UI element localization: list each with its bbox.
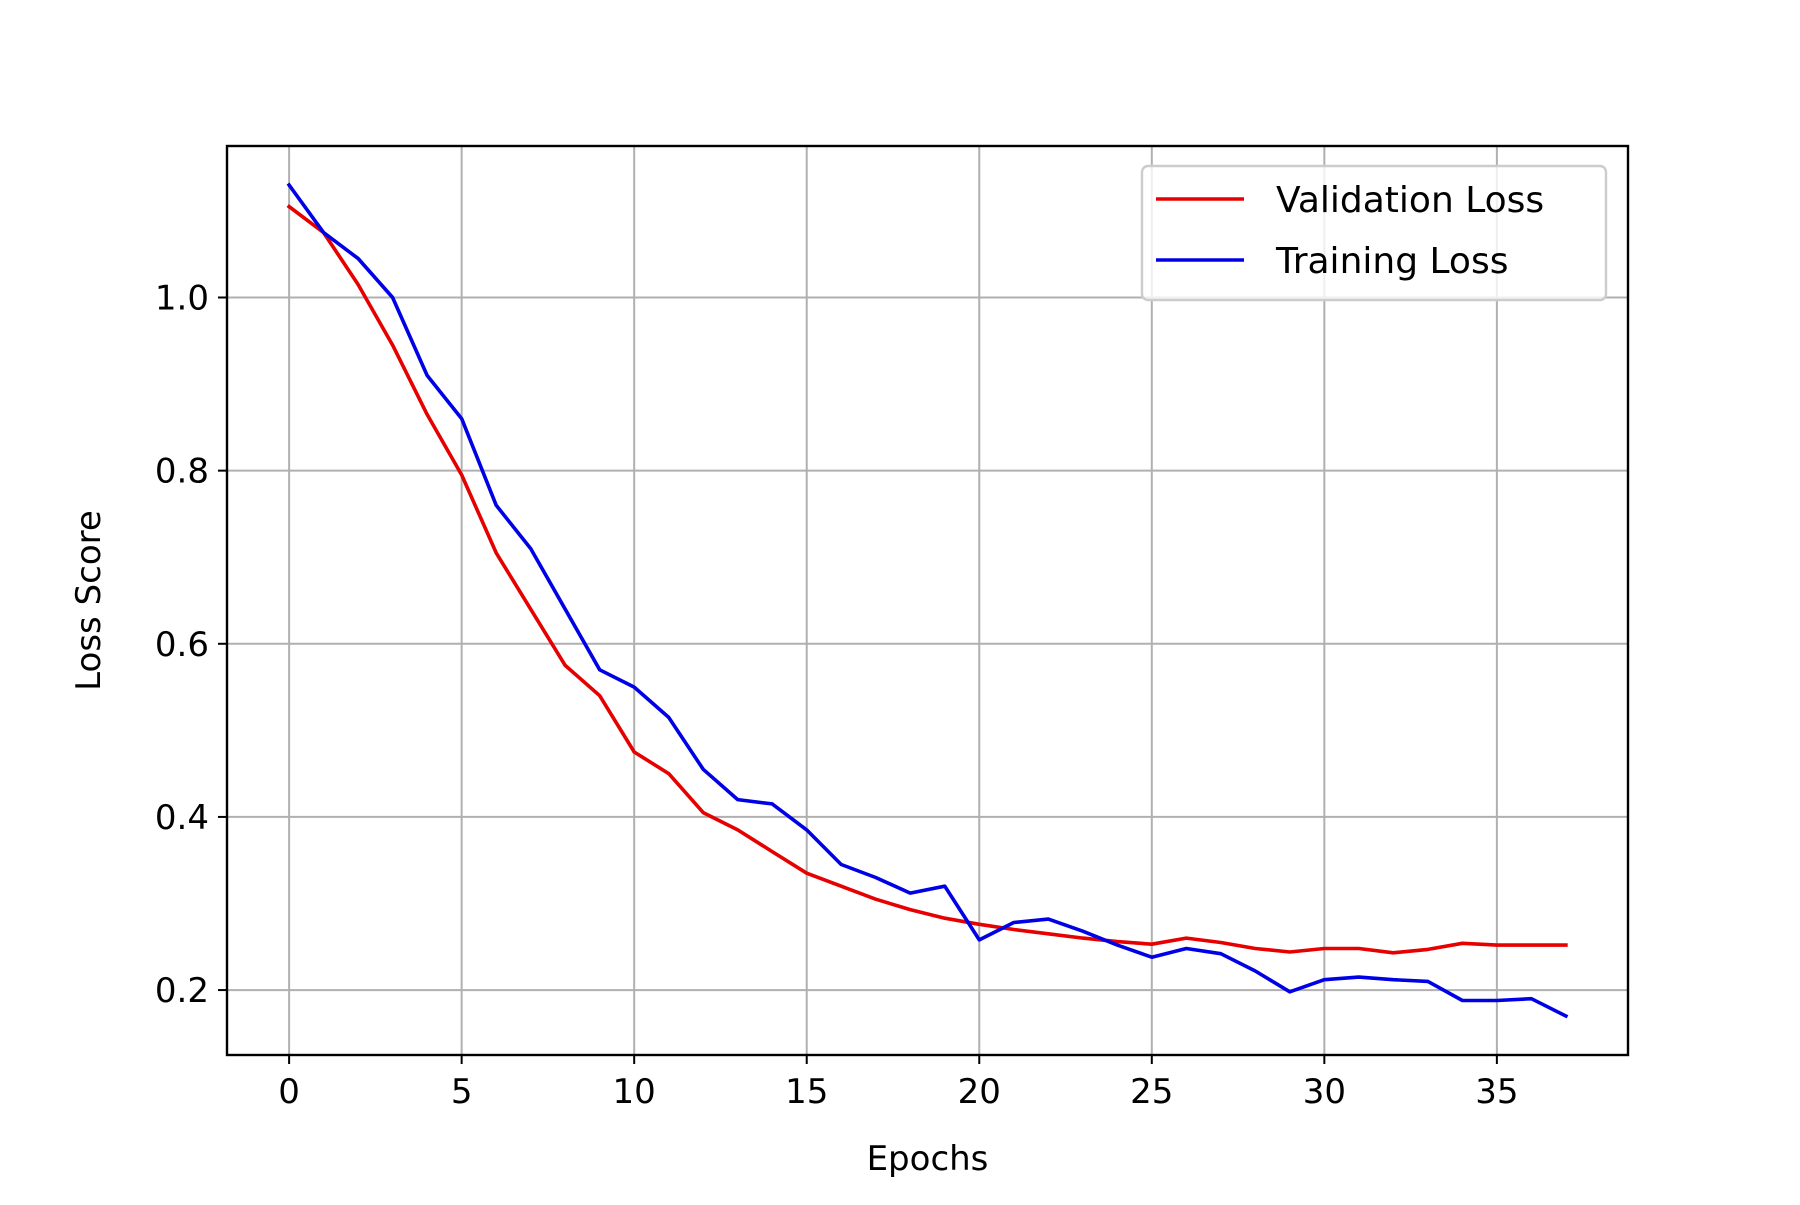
plot-area-frame xyxy=(225,144,1630,1057)
legend: Validation Loss Training Loss xyxy=(1140,164,1608,302)
y-tick-label-4: 1.0 xyxy=(155,279,209,319)
x-tick-label-6: 30 xyxy=(1303,1072,1346,1112)
y-tick-label-3: 0.8 xyxy=(155,452,209,492)
y-tick-label-2: 0.6 xyxy=(155,625,209,665)
y-tick-label-0: 0.2 xyxy=(155,971,209,1011)
series-lines xyxy=(286,182,1569,1019)
x-tick-label-3: 15 xyxy=(785,1072,828,1112)
legend-label-training-loss: Training Loss xyxy=(1275,241,1508,282)
x-tick-label-1: 5 xyxy=(451,1072,473,1112)
x-tick-label-0: 0 xyxy=(278,1072,300,1112)
x-tick-label-4: 20 xyxy=(958,1072,1001,1112)
legend-box xyxy=(1140,164,1608,302)
y-axis-title: Loss Score xyxy=(69,510,109,691)
x-tick-label-2: 10 xyxy=(613,1072,656,1112)
axis-ticks: 0 5 10 15 20 25 30 35 0.2 0.4 0.6 0.8 1.0 xyxy=(155,279,1519,1113)
x-tick-label-5: 25 xyxy=(1130,1072,1173,1112)
x-tick-label-7: 35 xyxy=(1475,1072,1518,1112)
legend-label-validation-loss: Validation Loss xyxy=(1276,180,1544,221)
series-line-validation-loss xyxy=(286,204,1568,955)
y-tick-label-1: 0.4 xyxy=(155,798,209,838)
x-axis-title: Epochs xyxy=(867,1139,989,1179)
series-line-training-loss xyxy=(286,182,1569,1019)
